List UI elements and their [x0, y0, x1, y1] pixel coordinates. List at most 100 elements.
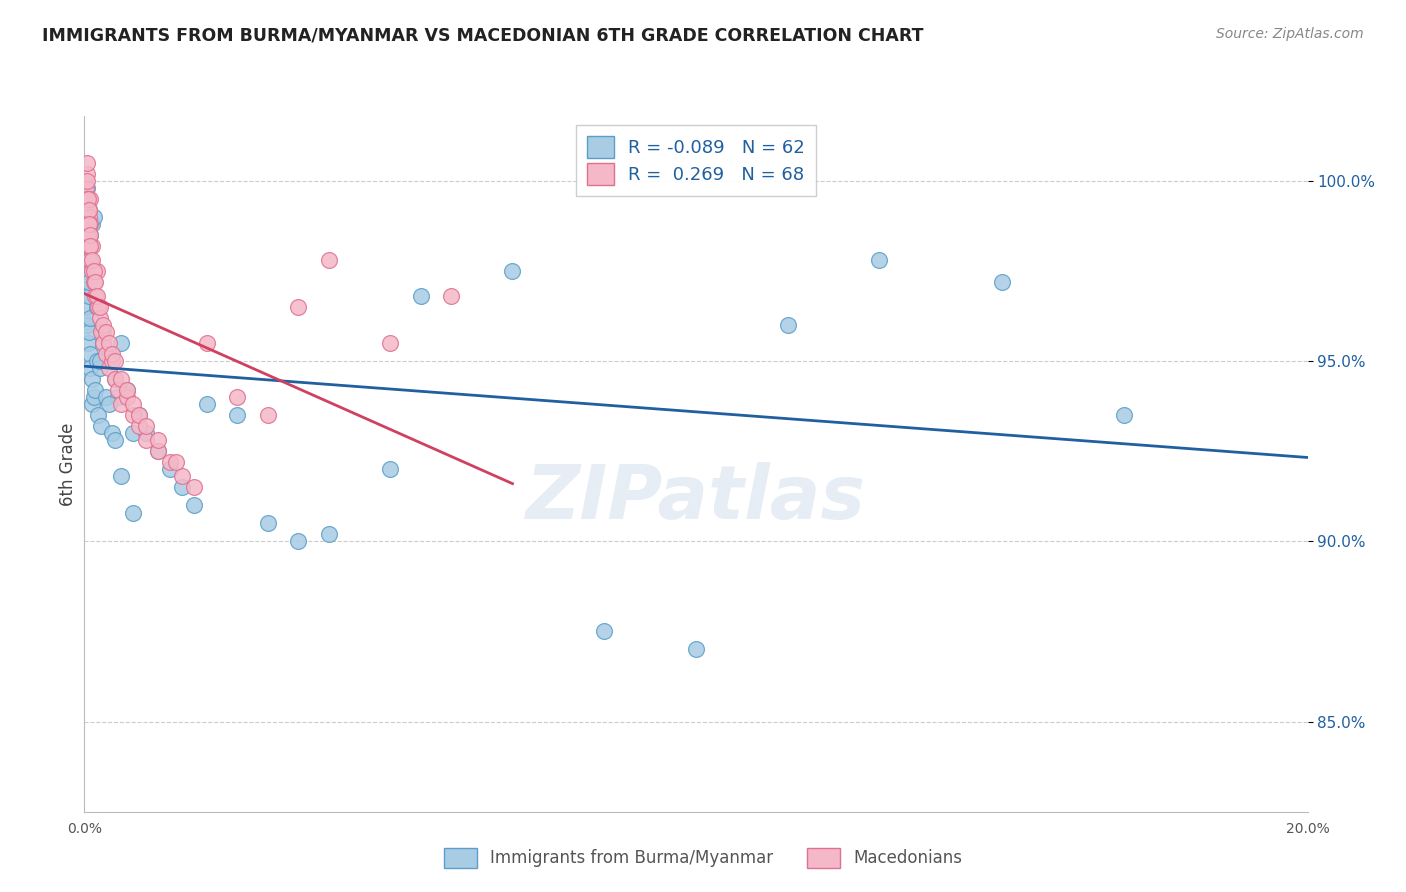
Point	[77, 325, 100, 339]
Point	[101, 354, 124, 368]
Point	[159, 455, 181, 469]
Point	[110, 372, 132, 386]
Text: ZIPatlas: ZIPatlas	[526, 462, 866, 535]
Point	[115, 383, 138, 397]
Point	[318, 253, 340, 268]
Point	[135, 419, 157, 434]
Point	[380, 336, 402, 351]
Point	[83, 390, 105, 404]
Point	[115, 390, 138, 404]
Point	[76, 217, 98, 231]
Point	[79, 217, 101, 231]
Point	[128, 408, 150, 422]
Y-axis label: 6th Grade: 6th Grade	[59, 422, 77, 506]
Point	[146, 434, 169, 448]
Point	[83, 210, 105, 224]
Point	[159, 462, 181, 476]
Text: Source: ZipAtlas.com: Source: ZipAtlas.com	[1216, 27, 1364, 41]
Point	[77, 210, 100, 224]
Point	[89, 310, 111, 325]
Point	[104, 372, 127, 386]
Point	[77, 336, 100, 351]
Point	[77, 202, 100, 217]
Text: IMMIGRANTS FROM BURMA/MYANMAR VS MACEDONIAN 6TH GRADE CORRELATION CHART: IMMIGRANTS FROM BURMA/MYANMAR VS MACEDON…	[42, 27, 924, 45]
Point	[73, 192, 96, 206]
Point	[77, 217, 100, 231]
Point	[76, 181, 98, 195]
Point	[83, 275, 105, 289]
Point	[318, 527, 340, 541]
Point	[80, 372, 103, 386]
Point	[84, 289, 107, 303]
Point	[90, 325, 112, 339]
Point	[94, 390, 117, 404]
Point	[110, 397, 132, 411]
Point	[86, 289, 108, 303]
Point	[75, 202, 97, 217]
Point	[165, 455, 187, 469]
Point	[195, 336, 218, 351]
Point	[128, 419, 150, 434]
Point	[80, 253, 103, 268]
Point	[226, 390, 249, 404]
Point	[91, 318, 114, 332]
Point	[97, 397, 120, 411]
Point	[287, 300, 309, 314]
Point	[77, 192, 100, 206]
Point	[110, 336, 132, 351]
Point	[75, 282, 97, 296]
Point	[79, 227, 101, 242]
Point	[869, 253, 891, 268]
Point	[135, 434, 157, 448]
Point	[97, 361, 120, 376]
Point	[91, 336, 114, 351]
Point	[77, 289, 100, 303]
Point	[183, 480, 205, 494]
Point	[380, 462, 402, 476]
Point	[122, 506, 145, 520]
Point	[409, 289, 432, 303]
Point	[79, 238, 101, 252]
Point	[183, 498, 205, 512]
Point	[94, 347, 117, 361]
Point	[107, 383, 129, 397]
Point	[76, 227, 98, 242]
Point	[75, 300, 97, 314]
Point	[104, 354, 127, 368]
Point	[76, 210, 98, 224]
Point	[440, 289, 463, 303]
Point	[146, 444, 169, 458]
Point	[257, 516, 280, 531]
Point	[122, 408, 145, 422]
Point	[86, 300, 108, 314]
Point	[76, 318, 98, 332]
Point	[77, 202, 100, 217]
Point	[172, 480, 194, 494]
Point	[226, 408, 249, 422]
Point	[115, 383, 138, 397]
Point	[77, 253, 100, 268]
Point	[89, 300, 111, 314]
Legend: Immigrants from Burma/Myanmar, Macedonians: Immigrants from Burma/Myanmar, Macedonia…	[437, 841, 969, 875]
Point	[83, 264, 105, 278]
Point	[86, 264, 108, 278]
Point	[107, 390, 129, 404]
Point	[128, 408, 150, 422]
Point	[94, 325, 117, 339]
Point	[501, 264, 523, 278]
Point	[80, 217, 103, 231]
Text: 0.0%: 0.0%	[67, 822, 101, 836]
Point	[1114, 408, 1136, 422]
Point	[79, 310, 101, 325]
Point	[87, 408, 110, 422]
Point	[101, 426, 124, 441]
Point	[79, 192, 101, 206]
Point	[990, 275, 1012, 289]
Point	[79, 227, 101, 242]
Point	[76, 156, 98, 170]
Point	[76, 174, 98, 188]
Point	[77, 202, 100, 217]
Point	[76, 167, 98, 181]
Point	[122, 397, 145, 411]
Point	[172, 469, 194, 483]
